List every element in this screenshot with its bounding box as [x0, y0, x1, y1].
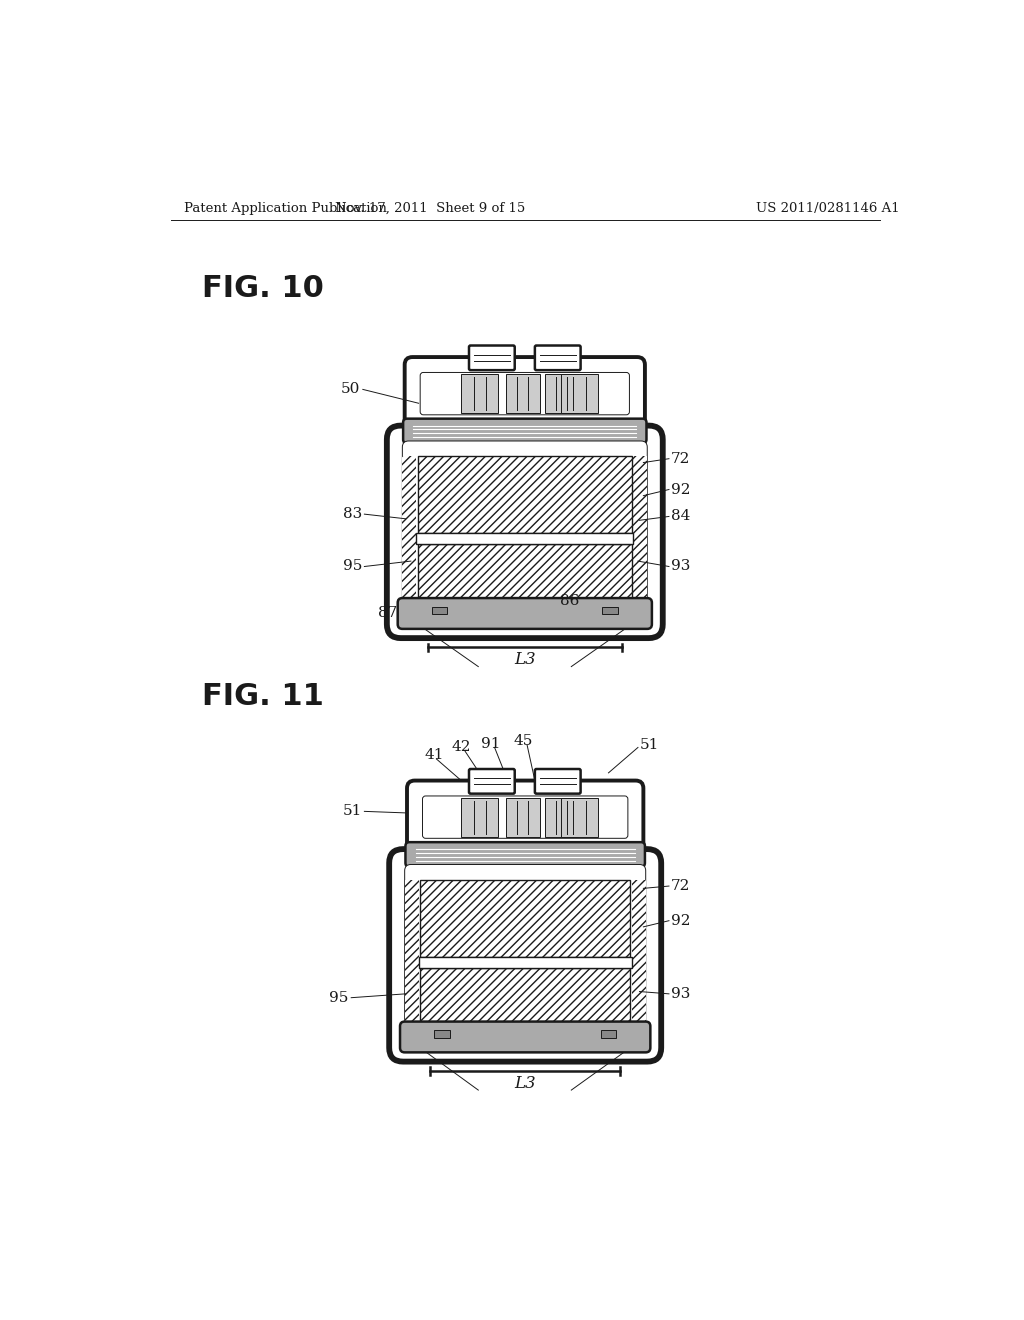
- FancyBboxPatch shape: [404, 865, 646, 1047]
- Text: 72: 72: [671, 451, 690, 466]
- Bar: [545, 374, 579, 413]
- FancyBboxPatch shape: [469, 346, 515, 370]
- FancyBboxPatch shape: [469, 770, 515, 793]
- Bar: [417, 533, 633, 544]
- Text: FIG. 10: FIG. 10: [202, 275, 324, 302]
- FancyBboxPatch shape: [404, 358, 645, 430]
- Bar: [418, 457, 632, 533]
- Bar: [561, 797, 598, 837]
- Text: 51: 51: [343, 804, 362, 818]
- Bar: [545, 797, 579, 837]
- Bar: [434, 1030, 450, 1038]
- Text: 95: 95: [343, 560, 362, 573]
- Bar: [461, 374, 499, 413]
- Text: L3: L3: [514, 651, 536, 668]
- Text: US 2011/0281146 A1: US 2011/0281146 A1: [756, 202, 899, 215]
- FancyBboxPatch shape: [535, 346, 581, 370]
- Bar: [561, 374, 598, 413]
- Bar: [419, 957, 632, 968]
- FancyBboxPatch shape: [403, 418, 646, 444]
- FancyBboxPatch shape: [387, 425, 663, 638]
- Bar: [632, 880, 646, 1024]
- FancyBboxPatch shape: [406, 842, 645, 867]
- FancyBboxPatch shape: [400, 1022, 650, 1052]
- Text: 86: 86: [560, 594, 580, 609]
- Text: 92: 92: [671, 483, 690, 496]
- Text: 45: 45: [514, 734, 532, 748]
- FancyBboxPatch shape: [407, 780, 643, 854]
- Bar: [602, 607, 617, 614]
- Text: Patent Application Publication: Patent Application Publication: [183, 202, 387, 215]
- Text: 41: 41: [424, 748, 443, 762]
- Bar: [418, 544, 632, 606]
- Bar: [601, 1030, 616, 1038]
- Bar: [633, 457, 647, 601]
- Text: 93: 93: [671, 560, 690, 573]
- Bar: [506, 797, 540, 837]
- FancyBboxPatch shape: [423, 796, 628, 838]
- Bar: [432, 607, 447, 614]
- Text: 95: 95: [330, 991, 349, 1005]
- FancyBboxPatch shape: [397, 598, 652, 628]
- Text: 92: 92: [671, 913, 690, 928]
- Text: FIG. 11: FIG. 11: [202, 682, 324, 711]
- Text: 51: 51: [640, 738, 658, 752]
- FancyBboxPatch shape: [535, 770, 581, 793]
- Text: 42: 42: [452, 741, 471, 755]
- FancyBboxPatch shape: [389, 849, 662, 1061]
- Text: L3: L3: [514, 1074, 536, 1092]
- Text: 83: 83: [343, 507, 362, 521]
- Bar: [404, 880, 419, 1024]
- Text: Nov. 17, 2011  Sheet 9 of 15: Nov. 17, 2011 Sheet 9 of 15: [335, 202, 525, 215]
- FancyBboxPatch shape: [402, 441, 647, 623]
- Text: 87: 87: [378, 606, 397, 619]
- Bar: [506, 374, 540, 413]
- Text: 84: 84: [671, 510, 690, 524]
- Text: 50: 50: [341, 383, 360, 396]
- Text: 91: 91: [481, 737, 501, 751]
- Bar: [461, 797, 499, 837]
- Text: 93: 93: [671, 987, 690, 1001]
- Bar: [420, 968, 630, 1030]
- Text: 72: 72: [671, 879, 690, 894]
- Bar: [420, 880, 630, 957]
- FancyBboxPatch shape: [420, 372, 630, 414]
- Bar: [402, 457, 417, 601]
